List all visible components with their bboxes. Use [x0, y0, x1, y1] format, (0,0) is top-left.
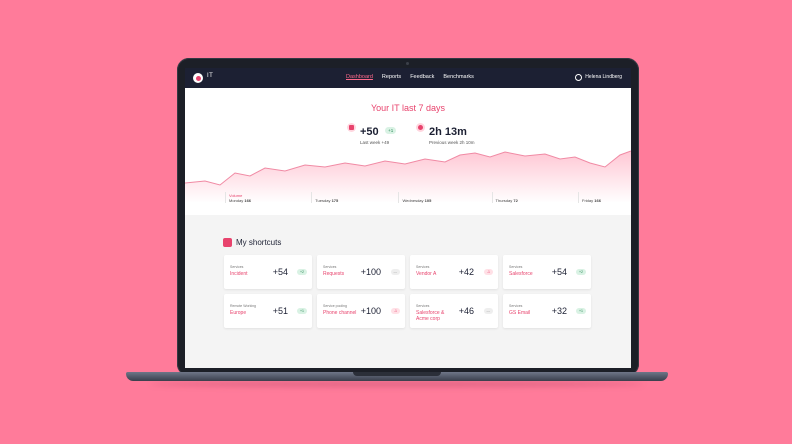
nav-benchmarks[interactable]: Benchmarks: [443, 74, 474, 80]
shortcuts-header: My shortcuts: [223, 238, 281, 247]
app-logo-icon[interactable]: [193, 73, 203, 83]
card-value: +54: [551, 267, 567, 277]
card-category: Services: [230, 265, 244, 269]
shortcut-card[interactable]: Services Vendor A +42 -1: [410, 255, 498, 289]
clock-icon: [416, 123, 425, 132]
card-category: Services: [323, 265, 337, 269]
hero-title: Your IT last 7 days: [370, 103, 446, 113]
shortcuts-title: My shortcuts: [236, 238, 282, 247]
card-category: Service pooling: [323, 304, 347, 308]
camera: [406, 62, 409, 65]
card-name: Europe: [230, 310, 247, 316]
day-item: Wednesday 105: [398, 192, 431, 203]
trend-chip: +1: [297, 308, 307, 314]
laptop-notch: [353, 372, 441, 376]
stat-time: 2h 13m Previous week 2h 10m: [416, 122, 475, 145]
volume-chart: [185, 150, 631, 203]
card-name: Phone channel: [323, 310, 357, 316]
day-item: Friday 166: [578, 192, 601, 203]
shortcut-card[interactable]: Service pooling Phone channel +100 -1: [317, 294, 405, 328]
card-value: +100: [360, 306, 381, 316]
card-name: Requests: [323, 271, 345, 277]
tag-icon: [347, 123, 356, 132]
laptop-bezel: IT Dashboard Reports Feedback Benchmarks…: [177, 58, 639, 376]
shortcut-card[interactable]: Services Incident +54 +2: [224, 255, 312, 289]
day-item: Tuesday 175: [311, 192, 338, 203]
trend-chip: +2: [297, 269, 307, 275]
stat-tickets: +50 +1 Last week +49: [347, 122, 397, 145]
trend-chip: +2: [576, 269, 586, 275]
stat-value: 2h 13m: [429, 126, 467, 138]
card-name: GS Email: [509, 310, 531, 316]
card-category: Services: [509, 304, 523, 308]
day-legend: Volume Monday 166 Tuesday 175 Wednesday 1…: [225, 192, 601, 203]
shortcut-card[interactable]: Services GS Email +32 +1: [503, 294, 591, 328]
day-item: Volume Monday 166: [225, 192, 251, 203]
stat-sub: Last week +49: [360, 140, 390, 145]
shortcut-card[interactable]: Services Salesforce +54 +2: [503, 255, 591, 289]
shortcut-icon: [223, 238, 232, 247]
trend-chip: ---: [390, 269, 400, 275]
laptop-base: [126, 372, 668, 381]
card-category: Services: [416, 265, 430, 269]
stat-value: +50: [360, 126, 379, 138]
shortcut-card[interactable]: Services Salesforce & Acme corp +46 ---: [410, 294, 498, 328]
stat-chip: +1: [385, 127, 397, 135]
app-name: IT: [207, 73, 214, 79]
card-category: Remote Working: [230, 304, 257, 308]
screen: IT Dashboard Reports Feedback Benchmarks…: [185, 68, 631, 368]
card-value: +42: [458, 267, 474, 277]
card-value: +51: [272, 306, 288, 316]
trend-chip: ---: [483, 308, 493, 314]
nav-links: Dashboard Reports Feedback Benchmarks: [346, 72, 474, 82]
trend-chip: -1: [483, 269, 493, 275]
nav-feedback[interactable]: Feedback: [410, 74, 435, 80]
laptop-shadow: [150, 381, 644, 387]
card-name: Incident: [230, 271, 248, 277]
top-nav: IT Dashboard Reports Feedback Benchmarks…: [185, 68, 631, 88]
shortcut-card[interactable]: Remote Working Europe +51 +1: [224, 294, 312, 328]
nav-dashboard[interactable]: Dashboard: [346, 74, 373, 80]
card-value: +32: [551, 306, 567, 316]
card-name: Salesforce: [509, 271, 533, 277]
card-name: Vendor A: [416, 271, 437, 277]
shortcut-card[interactable]: Services Requests +100 ---: [317, 255, 405, 289]
card-category: Services: [416, 304, 430, 308]
trend-chip: -1: [390, 308, 400, 314]
user-icon: [575, 73, 583, 81]
hero: Your IT last 7 days +50 +1 Last week +49…: [185, 88, 631, 215]
stat-sub: Previous week 2h 10m: [429, 140, 475, 145]
user-name: Helena Lindberg: [585, 74, 622, 80]
trend-chip: +1: [576, 308, 586, 314]
nav-reports[interactable]: Reports: [381, 74, 402, 80]
user-menu[interactable]: Helena Lindberg: [575, 72, 622, 82]
card-category: Services: [509, 265, 523, 269]
card-value: +100: [360, 267, 381, 277]
card-value: +54: [272, 267, 288, 277]
card-name: Salesforce & Acme corp: [416, 310, 445, 322]
card-value: +46: [458, 306, 474, 316]
shortcut-grid: Services Incident +54 +2 Services Request…: [224, 255, 591, 328]
day-item: Thursday 72: [491, 192, 518, 203]
